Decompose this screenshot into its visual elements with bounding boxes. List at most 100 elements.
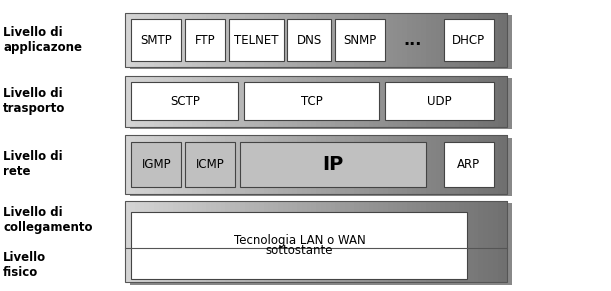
Bar	[349, 135, 355, 194]
Bar	[297, 135, 302, 194]
Bar	[354, 13, 360, 67]
Bar	[302, 135, 307, 194]
Bar	[131, 212, 467, 279]
Bar	[455, 13, 460, 67]
Bar	[163, 13, 169, 67]
Bar	[131, 142, 181, 187]
Bar	[335, 201, 341, 282]
Bar	[268, 201, 274, 282]
Bar	[221, 76, 226, 127]
Bar	[502, 13, 508, 67]
Bar	[211, 201, 216, 282]
Bar	[216, 76, 221, 127]
Bar	[288, 13, 293, 67]
Bar	[354, 201, 360, 282]
Bar	[436, 201, 441, 282]
Bar	[202, 76, 207, 127]
Bar	[478, 76, 484, 127]
Bar	[455, 201, 460, 282]
Text: SMTP: SMTP	[141, 33, 172, 47]
Bar	[412, 201, 417, 282]
Bar	[168, 13, 174, 67]
Bar	[340, 13, 345, 67]
Bar	[249, 13, 255, 67]
Bar	[185, 19, 225, 61]
Bar	[168, 135, 174, 194]
Bar	[464, 135, 469, 194]
Bar	[312, 201, 316, 282]
Bar	[283, 76, 288, 127]
Bar	[244, 135, 250, 194]
Bar	[288, 135, 293, 194]
Bar	[302, 201, 307, 282]
Bar	[402, 201, 408, 282]
Bar	[139, 76, 145, 127]
Bar	[197, 13, 202, 67]
Bar	[455, 135, 460, 194]
Bar	[316, 76, 321, 127]
Bar	[254, 201, 260, 282]
Bar	[493, 13, 498, 67]
Bar	[197, 76, 202, 127]
Bar	[312, 13, 316, 67]
Text: ARP: ARP	[457, 158, 480, 171]
Bar	[321, 76, 326, 127]
Bar	[307, 76, 312, 127]
Bar	[436, 76, 441, 127]
Bar	[407, 13, 412, 67]
Bar	[254, 13, 260, 67]
Bar	[464, 201, 469, 282]
Bar	[135, 201, 140, 282]
Bar	[469, 13, 474, 67]
Bar	[268, 135, 274, 194]
Bar	[154, 135, 159, 194]
Text: DNS: DNS	[296, 33, 322, 47]
Bar	[335, 76, 341, 127]
Bar	[335, 13, 341, 67]
Bar	[144, 76, 150, 127]
Text: Livello di
applicazone: Livello di applicazone	[3, 26, 82, 54]
Bar	[240, 13, 245, 67]
Bar	[229, 19, 284, 61]
Bar	[335, 135, 341, 194]
Bar	[178, 135, 183, 194]
Text: DHCP: DHCP	[452, 33, 485, 47]
Bar	[431, 135, 436, 194]
Bar	[368, 135, 374, 194]
Bar	[316, 135, 321, 194]
Bar	[307, 201, 312, 282]
Bar	[207, 13, 212, 67]
Bar	[178, 76, 183, 127]
Bar	[292, 76, 298, 127]
Bar	[335, 19, 385, 61]
Bar	[183, 76, 188, 127]
Bar	[426, 135, 431, 194]
Bar	[397, 135, 403, 194]
Bar	[240, 135, 245, 194]
Text: IGMP: IGMP	[142, 158, 171, 171]
Bar	[321, 13, 326, 67]
Bar	[259, 76, 265, 127]
Text: FTP: FTP	[195, 33, 215, 47]
Bar	[450, 135, 455, 194]
Bar	[264, 13, 269, 67]
Bar	[383, 135, 389, 194]
Bar	[131, 82, 238, 120]
Bar	[441, 13, 445, 67]
Bar	[417, 135, 422, 194]
Text: SCTP: SCTP	[170, 95, 200, 108]
Text: Livello di
rete: Livello di rete	[3, 150, 63, 178]
Bar	[249, 76, 255, 127]
Bar	[321, 135, 326, 194]
Bar	[421, 13, 426, 67]
Bar	[230, 201, 236, 282]
Bar	[168, 201, 174, 282]
Bar	[364, 135, 369, 194]
Bar	[474, 13, 479, 67]
Text: ...: ...	[403, 33, 422, 47]
Bar	[373, 76, 379, 127]
Bar	[388, 201, 393, 282]
Text: SNMP: SNMP	[343, 33, 376, 47]
Bar	[436, 13, 441, 67]
Text: ICMP: ICMP	[196, 158, 225, 171]
